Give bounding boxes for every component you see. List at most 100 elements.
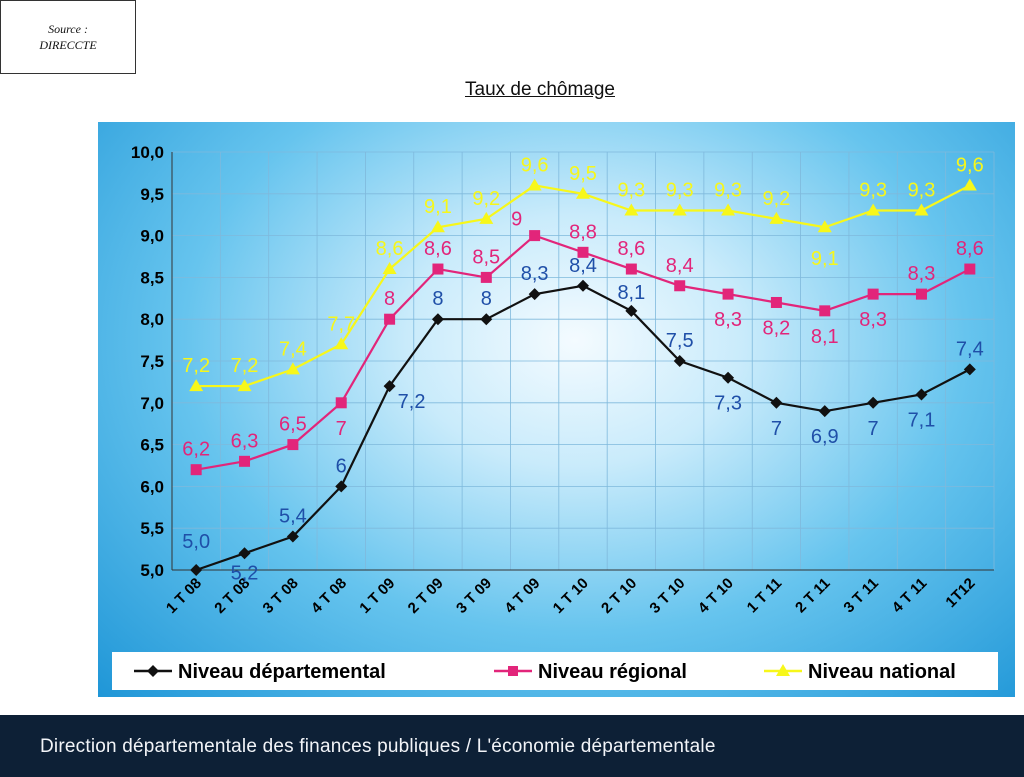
data-label: 6,9 (811, 426, 839, 448)
data-label: 5,0 (182, 531, 210, 553)
data-point-national (334, 337, 349, 350)
data-label: 9,2 (472, 188, 500, 210)
data-point-national (430, 220, 445, 233)
data-label: 8,2 (763, 317, 791, 339)
data-label: 9 (511, 209, 522, 231)
data-label: 8,3 (714, 309, 742, 331)
data-label: 6,3 (231, 430, 259, 452)
data-label: 8,3 (521, 263, 549, 285)
legend-marker (776, 664, 790, 676)
data-label: 8,1 (617, 282, 645, 304)
data-point-departemental (625, 304, 638, 317)
data-point-departemental (915, 388, 928, 401)
data-point-departemental (480, 313, 493, 326)
data-label: 9,6 (956, 154, 984, 176)
data-point-departemental (286, 530, 299, 543)
data-label: 5,2 (231, 562, 259, 584)
footer-text: Direction départementale des finances pu… (40, 736, 716, 757)
x-tick-label: 4 T 10 (695, 575, 737, 617)
data-point-regional (577, 246, 589, 258)
data-label: 9,2 (763, 188, 791, 210)
data-label: 7,3 (714, 393, 742, 415)
x-tick-label: 4 T 11 (889, 575, 931, 617)
data-point-national (479, 211, 494, 224)
data-label: 7,7 (327, 313, 355, 335)
data-point-national (624, 203, 639, 216)
y-tick-label: 5,5 (140, 519, 164, 538)
data-label: 9,1 (424, 196, 452, 218)
data-point-regional (964, 263, 976, 275)
data-point-national (189, 379, 204, 392)
legend-marker (508, 666, 518, 676)
data-point-national (721, 203, 736, 216)
data-label: 8 (384, 288, 395, 310)
y-tick-label: 8,5 (140, 268, 164, 287)
data-point-departemental (431, 313, 444, 326)
data-point-regional (480, 271, 492, 283)
data-point-departemental (867, 396, 880, 409)
data-point-regional (239, 455, 251, 467)
data-label: 7 (868, 418, 879, 440)
x-tick-label: 2 T 11 (792, 575, 834, 617)
data-point-national (866, 203, 881, 216)
y-tick-label: 6,0 (140, 477, 164, 496)
data-label: 9,1 (811, 248, 839, 270)
x-tick-label: 3 T 09 (453, 575, 495, 617)
data-point-regional (625, 263, 637, 275)
data-label: 8,6 (424, 238, 452, 260)
x-tick-label: 1 T 10 (550, 575, 592, 617)
chart-panel: 5,0 5,5 6,0 6,5 7,0 7,5 8,0 8,5 9,0 9,5 10,0 1 T 08… (98, 122, 1015, 697)
data-point-national (672, 203, 687, 216)
data-point-regional (819, 305, 831, 317)
x-tick-label: 2 T 10 (598, 575, 640, 617)
data-label: 5,4 (279, 506, 307, 528)
data-point-national (817, 220, 832, 233)
data-point-regional (770, 296, 782, 308)
y-tick-label: 10,0 (131, 143, 164, 162)
data-label: 8,3 (859, 309, 887, 331)
data-point-departemental (818, 405, 831, 418)
data-label: 9,3 (859, 180, 887, 202)
data-point-departemental (383, 380, 396, 393)
data-label: 8,6 (617, 238, 645, 260)
data-label: 7,2 (231, 355, 259, 377)
data-label: 7,4 (956, 338, 984, 360)
data-point-regional (867, 288, 879, 300)
data-point-national (576, 186, 590, 199)
y-tick-label: 9,5 (140, 185, 164, 204)
data-label: 9,3 (908, 180, 936, 202)
chart-title: Taux de chômage (465, 79, 615, 100)
data-label: 8,4 (569, 255, 597, 277)
x-tick-label: 4 T 09 (501, 575, 543, 617)
data-label: 7,2 (182, 355, 210, 377)
data-point-regional (190, 464, 202, 476)
data-point-regional (287, 439, 299, 451)
legend-marker (147, 665, 159, 677)
data-label: 7,4 (279, 338, 307, 360)
data-label: 8,1 (811, 326, 839, 348)
chart-svg: 5,0 5,5 6,0 6,5 7,0 7,5 8,0 8,5 9,0 9,5 10,0 1 T 08… (112, 143, 998, 690)
data-label: 9,3 (714, 180, 742, 202)
x-tick-label: 3 T 11 (840, 575, 882, 617)
data-label: 8,5 (472, 246, 500, 268)
data-point-national (285, 362, 300, 375)
x-tick-label: 3 T 10 (646, 575, 688, 617)
data-label: 6 (336, 455, 347, 477)
legend-label: Niveau national (808, 661, 956, 683)
legend-label: Niveau départemental (178, 661, 386, 683)
source-box: Source : DIRECCTE (0, 0, 136, 74)
data-label: 9,6 (521, 154, 549, 176)
y-tick-label: 8,0 (140, 310, 164, 329)
data-point-national (382, 262, 397, 275)
data-point-national (769, 211, 784, 224)
legend-label: Niveau régional (538, 661, 687, 683)
data-label: 8,3 (908, 263, 936, 285)
legend-box (112, 652, 998, 690)
x-tick-label: 1 T 11 (744, 575, 786, 617)
data-point-departemental (577, 279, 589, 292)
data-point-regional (722, 288, 734, 300)
data-label: 8,8 (569, 221, 597, 243)
y-tick-label: 7,5 (140, 352, 164, 371)
data-point-national (914, 203, 929, 216)
x-tick-label: 1T12 (942, 575, 978, 611)
